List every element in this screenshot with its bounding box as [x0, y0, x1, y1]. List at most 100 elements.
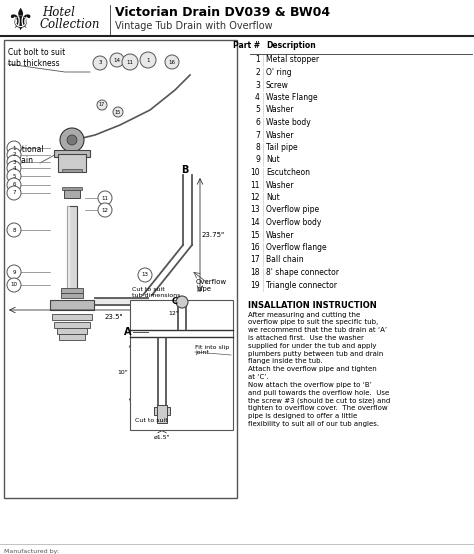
Text: 10: 10: [10, 283, 18, 288]
Text: Washer: Washer: [266, 105, 294, 115]
Text: 13: 13: [142, 273, 148, 278]
Text: 12: 12: [250, 193, 260, 202]
Text: 3: 3: [98, 60, 102, 65]
Text: B: B: [182, 165, 189, 175]
Circle shape: [7, 155, 21, 169]
Bar: [62, 169, 82, 172]
Text: 6: 6: [255, 118, 260, 127]
Text: pipe is designed to offer a little: pipe is designed to offer a little: [248, 413, 357, 419]
Text: 8' shape connector: 8' shape connector: [266, 268, 339, 277]
Circle shape: [97, 100, 107, 110]
Circle shape: [98, 203, 112, 217]
Text: we recommend that the tub drain at ‘A’: we recommend that the tub drain at ‘A’: [248, 327, 387, 333]
Text: Optional
Chain: Optional Chain: [12, 145, 45, 165]
Bar: [61, 300, 83, 305]
Text: 16: 16: [168, 59, 175, 64]
Text: Washer: Washer: [266, 230, 294, 239]
Text: 4: 4: [12, 166, 16, 171]
Bar: [4, 40, 237, 498]
Text: tighten to overflow cover.  The overflow: tighten to overflow cover. The overflow: [248, 405, 388, 411]
Text: 8: 8: [255, 143, 260, 152]
Bar: [61, 288, 83, 293]
Text: Tail pipe: Tail pipe: [266, 143, 298, 152]
Circle shape: [165, 55, 179, 69]
Text: Fit into slip
joint: Fit into slip joint: [195, 345, 229, 356]
Circle shape: [176, 296, 188, 308]
Text: 7: 7: [255, 131, 260, 140]
Text: Attach the overflow pipe and tighten: Attach the overflow pipe and tighten: [248, 366, 377, 372]
Text: Washer: Washer: [266, 181, 294, 189]
Text: Manufactured by:
Baths of Distinction Inc. 5843 Carrier St, St. Petersburg, Flor: Manufactured by: Baths of Distinction In…: [4, 549, 239, 554]
Text: 11: 11: [127, 59, 134, 64]
Text: 1: 1: [255, 55, 260, 64]
Circle shape: [138, 268, 152, 282]
Text: plumbers putty between tub and drain: plumbers putty between tub and drain: [248, 351, 383, 357]
Text: Now attach the overflow pipe to ‘B’: Now attach the overflow pipe to ‘B’: [248, 382, 372, 388]
Text: 14: 14: [250, 218, 260, 227]
Text: 13: 13: [250, 206, 260, 214]
Bar: [54, 322, 90, 328]
Text: Escutcheon: Escutcheon: [266, 168, 310, 177]
Text: Cut to suit: Cut to suit: [135, 418, 168, 423]
Text: 14: 14: [113, 58, 120, 63]
Text: Overflow body: Overflow body: [266, 218, 321, 227]
Bar: [64, 190, 80, 198]
Circle shape: [67, 135, 77, 145]
Circle shape: [7, 148, 21, 162]
Bar: [57, 328, 87, 334]
Text: After measuring and cutting the: After measuring and cutting the: [248, 311, 360, 317]
Text: 10: 10: [250, 168, 260, 177]
Bar: [62, 187, 82, 190]
Text: Cut to suit
tub dimensions: Cut to suit tub dimensions: [132, 287, 181, 298]
Circle shape: [113, 107, 123, 117]
Text: Metal stopper: Metal stopper: [266, 55, 319, 64]
Text: 5: 5: [12, 173, 16, 178]
Circle shape: [7, 141, 21, 155]
Circle shape: [122, 54, 138, 70]
Text: 15: 15: [115, 110, 121, 115]
Text: at ‘C’.: at ‘C’.: [248, 374, 269, 380]
Text: Triangle connector: Triangle connector: [266, 280, 337, 290]
Circle shape: [7, 186, 21, 200]
Text: 7: 7: [12, 191, 16, 196]
Text: ø1.5": ø1.5": [154, 435, 170, 440]
Text: 4: 4: [255, 93, 260, 102]
Text: C: C: [172, 297, 178, 306]
Text: 23.75": 23.75": [202, 232, 225, 238]
Circle shape: [7, 278, 21, 292]
Circle shape: [60, 128, 84, 152]
Circle shape: [98, 191, 112, 205]
Text: 17: 17: [99, 102, 105, 107]
Text: Victorian Drain DV039 & BW04: Victorian Drain DV039 & BW04: [115, 7, 330, 19]
Text: 3: 3: [255, 80, 260, 90]
Circle shape: [7, 223, 21, 237]
Text: Collection: Collection: [40, 18, 100, 32]
Text: Waste Flange: Waste Flange: [266, 93, 318, 102]
Text: 11: 11: [101, 196, 109, 201]
Text: Overflow
pipe: Overflow pipe: [196, 279, 227, 291]
Bar: [154, 407, 170, 415]
Bar: [130, 300, 233, 430]
Circle shape: [110, 53, 124, 67]
Text: 11: 11: [250, 181, 260, 189]
Text: 16: 16: [250, 243, 260, 252]
Text: Overflow pipe: Overflow pipe: [266, 206, 319, 214]
Text: 1: 1: [146, 58, 150, 63]
Text: Washer: Washer: [266, 131, 294, 140]
Text: Nut: Nut: [266, 193, 280, 202]
Bar: [52, 314, 92, 320]
Text: 1: 1: [12, 146, 16, 151]
Text: Overflow flange: Overflow flange: [266, 243, 327, 252]
Circle shape: [140, 52, 156, 68]
Text: overflow pipe to suit the specific tub,: overflow pipe to suit the specific tub,: [248, 319, 378, 325]
Circle shape: [7, 161, 21, 175]
Text: ⚜: ⚜: [6, 8, 34, 37]
Text: 3: 3: [12, 160, 16, 165]
Text: flange inside the tub.: flange inside the tub.: [248, 358, 323, 365]
Text: 18: 18: [250, 268, 260, 277]
Circle shape: [7, 265, 21, 279]
Circle shape: [7, 178, 21, 192]
Text: 6: 6: [12, 182, 16, 187]
Text: 9: 9: [255, 156, 260, 165]
Text: 15: 15: [250, 230, 260, 239]
